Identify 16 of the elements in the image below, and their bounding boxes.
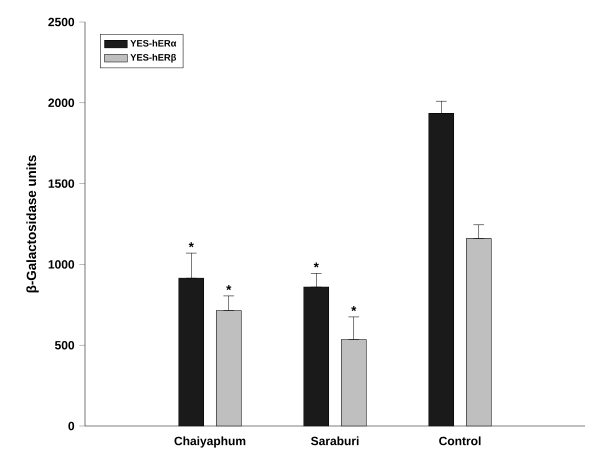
x-tick-label: Saraburi (311, 436, 358, 446)
annotation: * (188, 242, 194, 248)
y-tick-label: 0 (68, 422, 74, 430)
y-tick-label: 2000 (48, 98, 74, 108)
y-tick-label: 1500 (48, 179, 74, 188)
x-tick-label: Control (439, 436, 480, 446)
y-tick-label: 500 (54, 340, 74, 350)
legend-label: YES-hERβ (130, 54, 176, 63)
y-axis-title: β-Galactosidase units (26, 155, 39, 292)
annotation: * (351, 306, 356, 312)
x-tick-label: Chaiyaphum (174, 436, 246, 448)
annotation: * (226, 285, 232, 290)
y-tick-label: 2500 (48, 18, 74, 26)
annotation: * (314, 262, 319, 268)
legend-label: YES-hERα (130, 40, 176, 47)
y-tick-label: 1000 (48, 260, 74, 269)
